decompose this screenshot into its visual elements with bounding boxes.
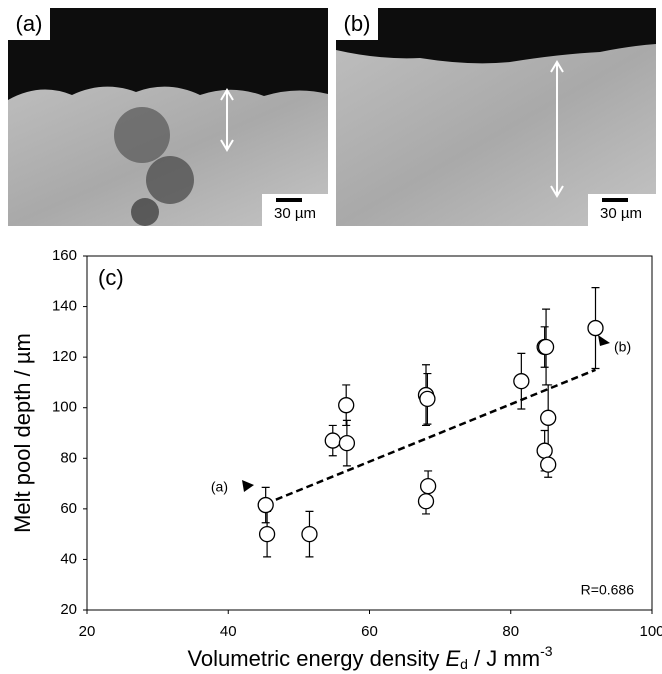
data-point [540,456,557,473]
x-tick-label: 100 [639,623,662,640]
trend-line [265,368,596,505]
data-point [587,319,604,337]
data-point [537,338,555,356]
x-label-subscript: d [460,656,468,672]
data-point [338,434,356,452]
data-point [536,442,553,459]
stat-label: R=0.686 [581,582,635,598]
data-point [257,496,274,514]
data-point [301,525,318,543]
pointer [598,335,610,346]
pore [114,107,170,163]
y-tick-label: 40 [60,550,77,567]
panel-label: (a) [16,11,43,36]
data-point [258,525,276,543]
data-point [419,390,436,408]
plot-frame [86,255,653,611]
x-axis-label: Volumetric energy density Ed / J mm-3 [187,643,552,672]
y-axis-label: Melt pool depth / µm [10,333,35,533]
y-tick-label: 60 [60,500,77,517]
x-tick-label: 20 [79,623,96,640]
x-tick-label: 80 [502,623,519,640]
data-point [419,477,437,495]
panel-label: (c) [98,265,124,290]
data-point [417,493,435,510]
y-tick-label: 80 [60,449,77,466]
arrow-heads [550,60,564,198]
label-box [336,8,378,40]
label-box [8,8,50,40]
panel-label: (b) [344,11,371,36]
data-point [513,373,530,390]
data-point [540,409,557,426]
scale-label: 30 µm [274,205,316,222]
scale-label: 30 µm [600,205,642,222]
point-label: (b) [614,339,631,355]
y-tick-label: 140 [52,298,77,315]
micrograph-a: (a) 30 µm [8,8,328,227]
data-point [324,432,341,449]
pore [146,156,194,204]
micrograph-b: (b) 30 µm [336,8,656,226]
chart: (c) R=0.686 Melt pool depth / µm Volumet… [10,247,662,672]
x-label-superscript: -3 [540,643,553,659]
data-point [338,397,355,414]
y-tick-label: 120 [52,348,77,365]
y-tick-label: 100 [52,399,77,416]
metal-region [336,44,656,226]
pointer [242,480,254,492]
y-tick-label: 20 [60,601,77,618]
point-label: (a) [211,479,228,495]
y-tick-label: 160 [52,247,77,264]
x-label-text: Volumetric energy density [187,646,445,671]
pore [131,198,159,226]
x-tick-label: 40 [220,623,237,640]
x-label-unit: / J mm [468,646,540,671]
x-tick-label: 60 [361,623,378,640]
arrow-heads [220,88,234,152]
x-label-symbol: E [445,646,460,671]
